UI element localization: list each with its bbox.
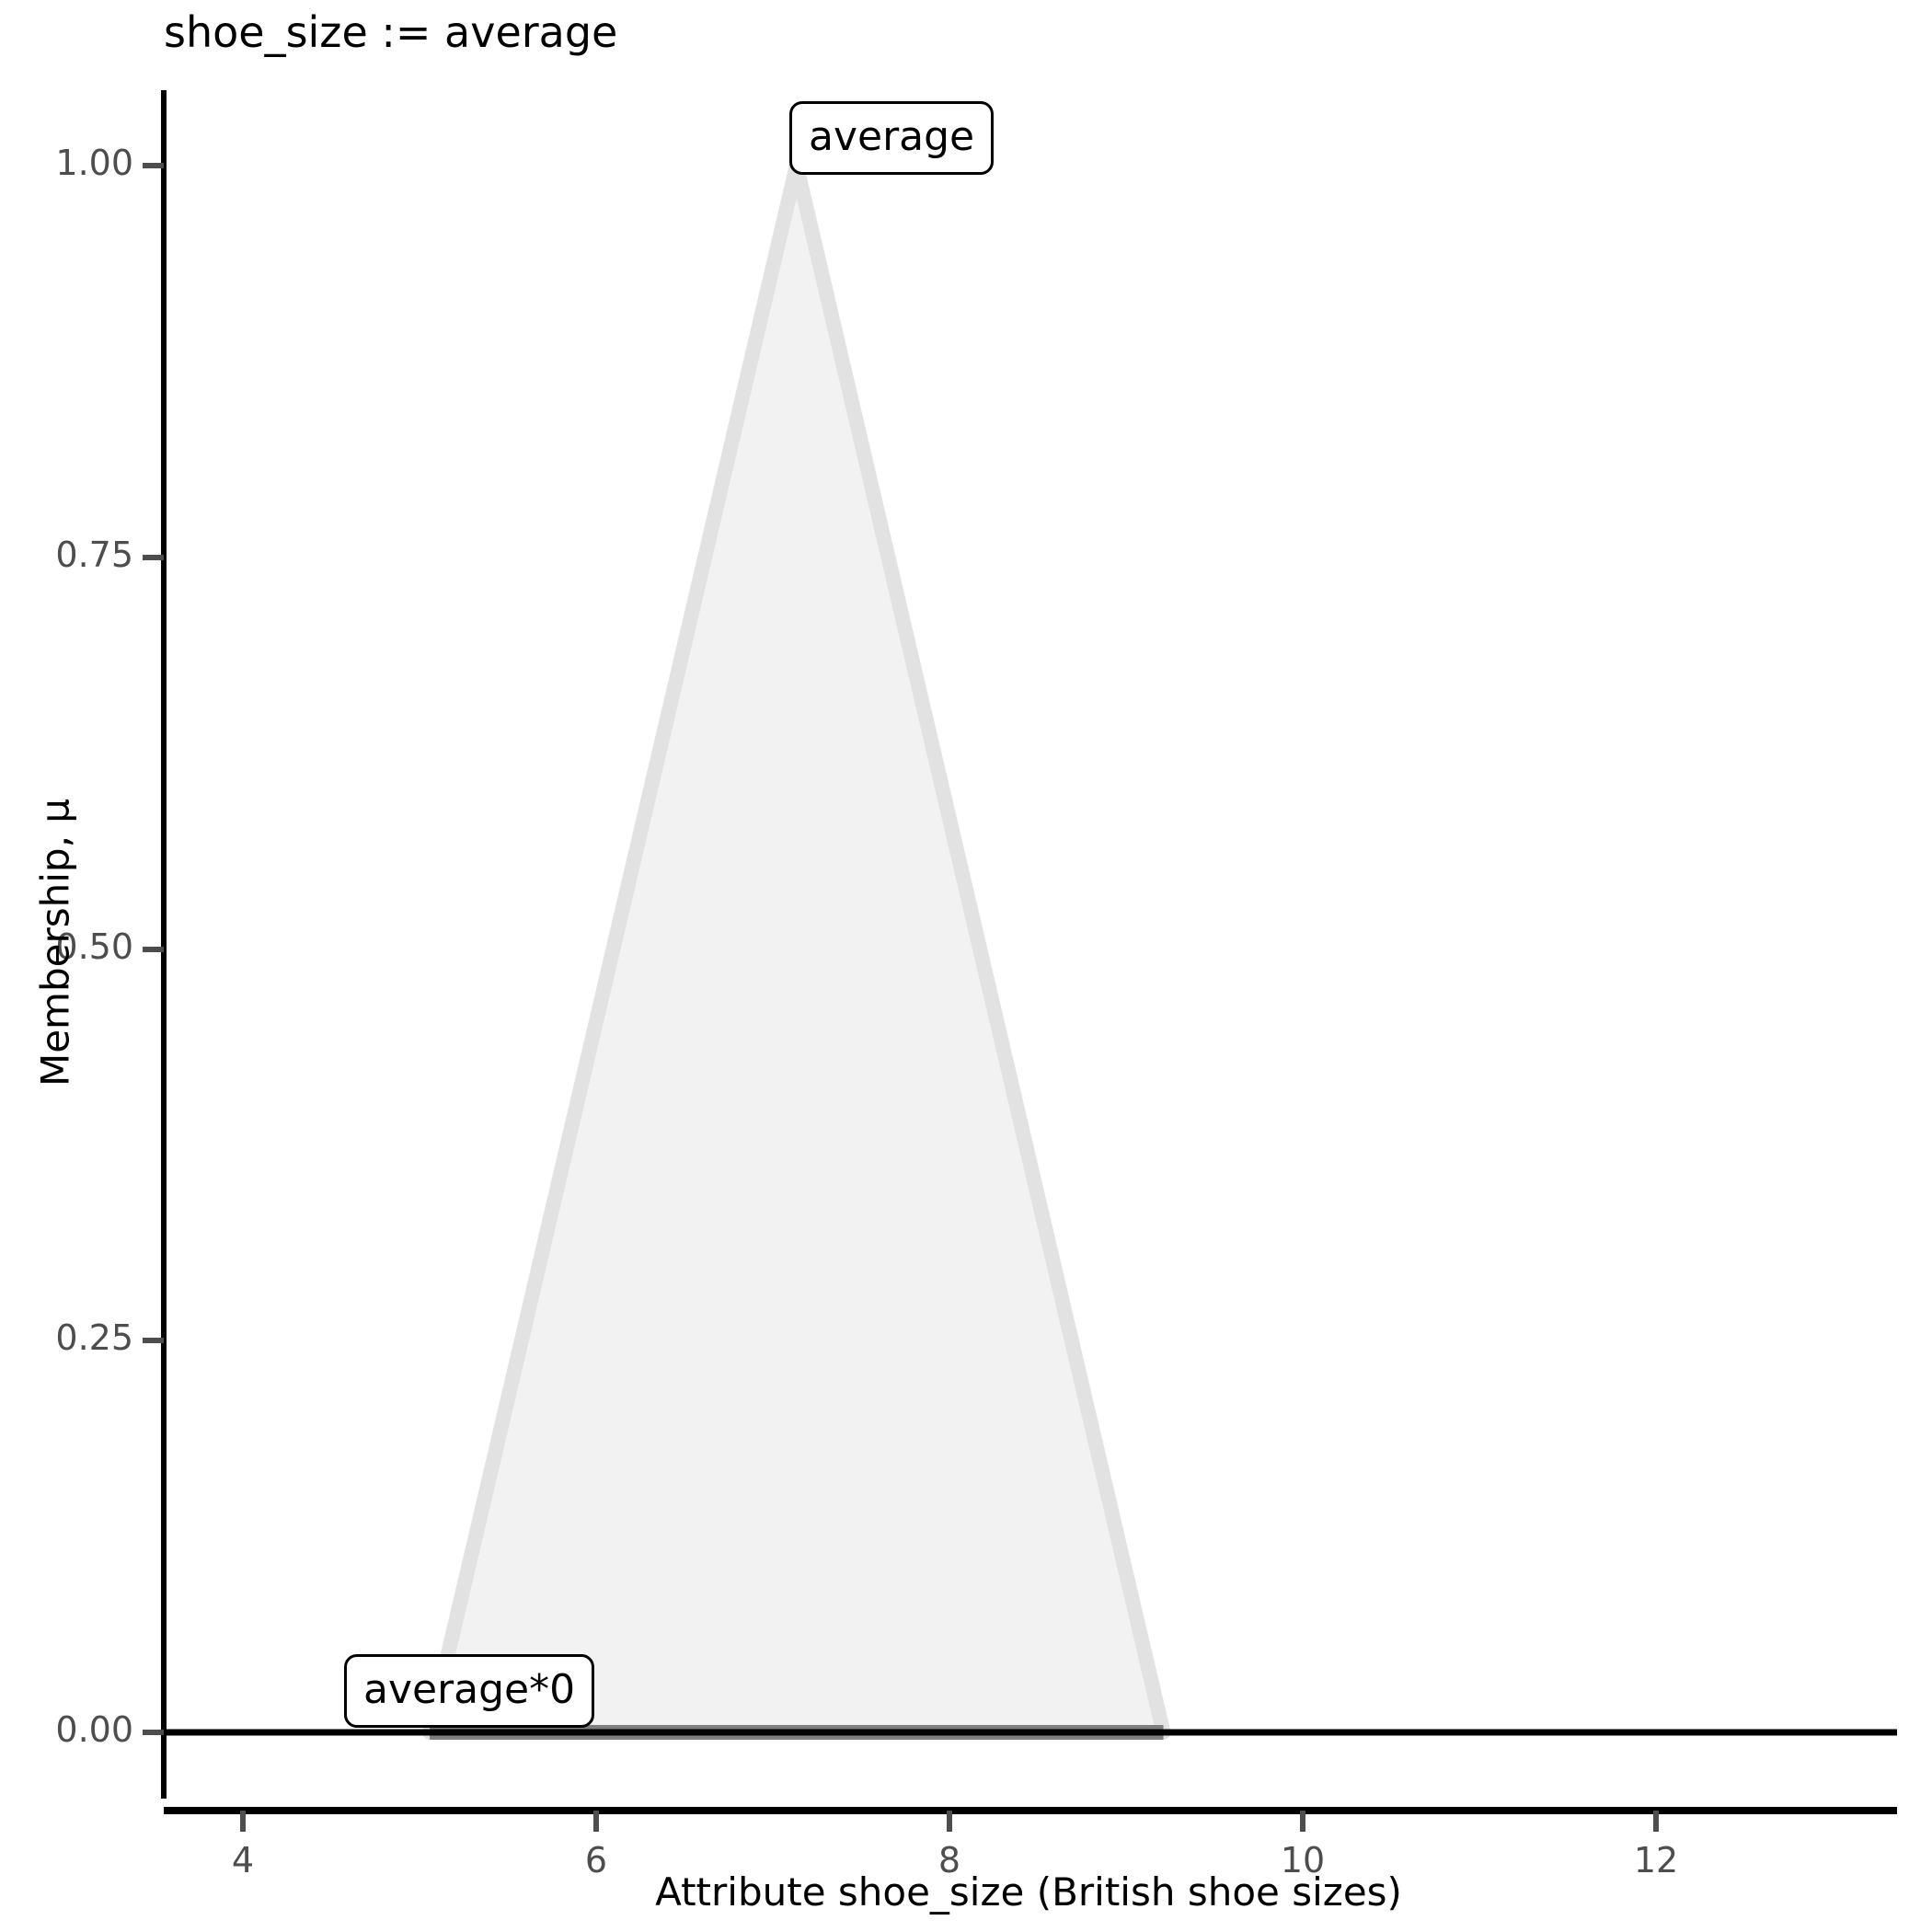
chart-title: shoe_size := average [164,7,618,57]
y-tick-label-1: 1.00 [55,143,133,183]
series-label-average-times-zero: average*0 [344,1654,595,1728]
x-tick-label-6: 6 [584,1840,608,1880]
series-label-average: average [789,101,995,175]
y-tick-label-0: 0.00 [55,1709,133,1750]
y-tick-label-050: 0.50 [55,926,133,967]
y-tick-label-025: 0.25 [55,1317,133,1358]
y-axis-title: Membership, μ [32,799,78,1087]
x-tick-label-12: 12 [1633,1840,1679,1880]
y-axis-ticks [143,163,164,1735]
y-tick-label-075: 0.75 [55,535,133,575]
x-axis-ticks [240,1811,1659,1832]
x-tick-label-10: 10 [1280,1840,1326,1880]
x-tick-label-8: 8 [937,1840,961,1880]
x-tick-label-4: 4 [231,1840,255,1880]
x-axis-title: Attribute shoe_size (British shoe sizes) [655,1869,1402,1915]
series-average [422,158,1171,1740]
